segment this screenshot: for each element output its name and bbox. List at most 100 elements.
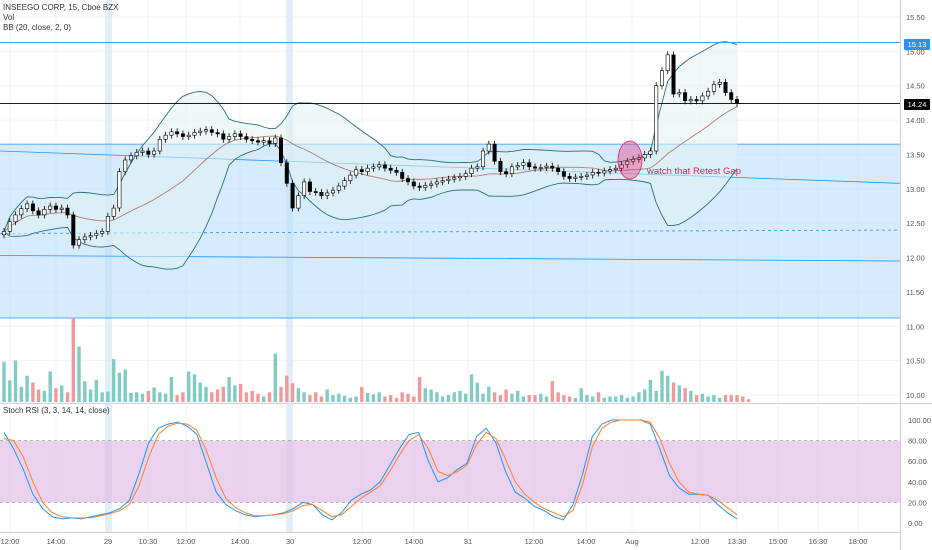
volume-bar (481, 393, 485, 402)
volume-bar (464, 393, 468, 402)
volume-bar (331, 395, 335, 402)
volume-bar (13, 360, 18, 402)
candle-body (30, 203, 35, 212)
volume-bar (469, 374, 474, 402)
candle (255, 137, 260, 146)
candle-body (590, 172, 595, 176)
candle (19, 205, 24, 219)
volume-bar (181, 392, 185, 402)
candle-body (515, 165, 520, 168)
price-axis-label: 13.50 (906, 150, 925, 159)
volume-bar (654, 390, 658, 402)
candle-body (42, 209, 47, 216)
volume-bar (746, 399, 751, 402)
stoch-axis-label: 80.00 (908, 437, 927, 446)
candle (336, 182, 341, 194)
candle (238, 130, 243, 141)
volume-bar (371, 394, 376, 402)
stoch-axis-label: 100.00 (908, 416, 931, 425)
volume-bar (700, 393, 705, 402)
candle (71, 211, 76, 249)
candle-body (734, 99, 739, 104)
candle-body (221, 133, 226, 140)
symbol-title: INSEEGO CORP, 15, Cboe BZX (3, 3, 119, 12)
volume-bar (227, 377, 231, 402)
candle (492, 140, 497, 165)
candle (302, 178, 307, 200)
candle-body (180, 133, 185, 137)
candle-body (82, 236, 87, 240)
candle-body (498, 161, 503, 172)
candle-body (53, 205, 58, 210)
volume-bar (36, 389, 41, 402)
volume-bar (365, 393, 370, 402)
candle (429, 180, 434, 189)
candle-body (596, 172, 601, 174)
candle-body (19, 208, 24, 216)
volume-bar (619, 395, 624, 402)
candle-body (400, 172, 405, 179)
candle-body (631, 159, 636, 162)
candle (388, 164, 393, 174)
candle-body (423, 185, 428, 188)
volume-bar (106, 391, 110, 402)
volume-bar (290, 383, 295, 402)
time-axis-label: 18:00 (849, 537, 868, 546)
bb-lower-line (3, 143, 738, 270)
candle-body (480, 150, 485, 168)
annotation-text[interactable]: watch that Retest Gap (646, 166, 741, 177)
candle-body (313, 191, 318, 193)
volume-bar (383, 396, 387, 402)
candle (683, 89, 688, 105)
candle (417, 182, 422, 191)
annotation-ellipse[interactable] (617, 140, 643, 180)
candle-body (94, 233, 99, 236)
candle-body (544, 165, 549, 168)
candle-body (244, 136, 249, 140)
candle (365, 164, 370, 176)
volume-bar (671, 382, 676, 402)
candle-body (100, 231, 105, 234)
candle-body (475, 166, 480, 169)
price-axis-label: 12.50 (906, 219, 925, 228)
volume-bar (169, 377, 174, 402)
candle-body (532, 166, 537, 169)
volume-bar (285, 375, 289, 402)
candle (278, 134, 283, 167)
stoch-zone (0, 440, 900, 503)
volume-bar (48, 371, 52, 402)
candle (209, 126, 214, 136)
candle (65, 204, 70, 219)
volume-bar (648, 379, 653, 402)
volume-bar (348, 397, 352, 402)
volume-bar (596, 392, 601, 402)
candle (544, 162, 549, 171)
volume-bar (135, 392, 139, 402)
candle (659, 67, 664, 90)
candle (648, 147, 653, 158)
price-axis-label: 11.00 (906, 322, 924, 331)
candle (348, 171, 353, 185)
bb-basis-line (3, 106, 738, 232)
candle (111, 204, 116, 220)
candle (215, 129, 220, 138)
candle-body (567, 176, 572, 179)
candle (313, 188, 318, 196)
volume-bar (544, 396, 549, 402)
candle (532, 163, 537, 172)
candle-body (382, 164, 387, 169)
volume-bar (158, 392, 162, 402)
candle-body (688, 99, 693, 102)
candle-body (446, 178, 451, 181)
candle (227, 133, 232, 143)
volume-bar (718, 397, 722, 402)
price-tag-upper: 15.13 (904, 39, 930, 50)
candle (706, 87, 711, 100)
candle-body (411, 181, 416, 187)
volume-bar (377, 392, 381, 402)
candle-body (371, 166, 376, 169)
candle (198, 127, 203, 136)
candle (232, 130, 237, 141)
volume-bar (325, 389, 329, 402)
